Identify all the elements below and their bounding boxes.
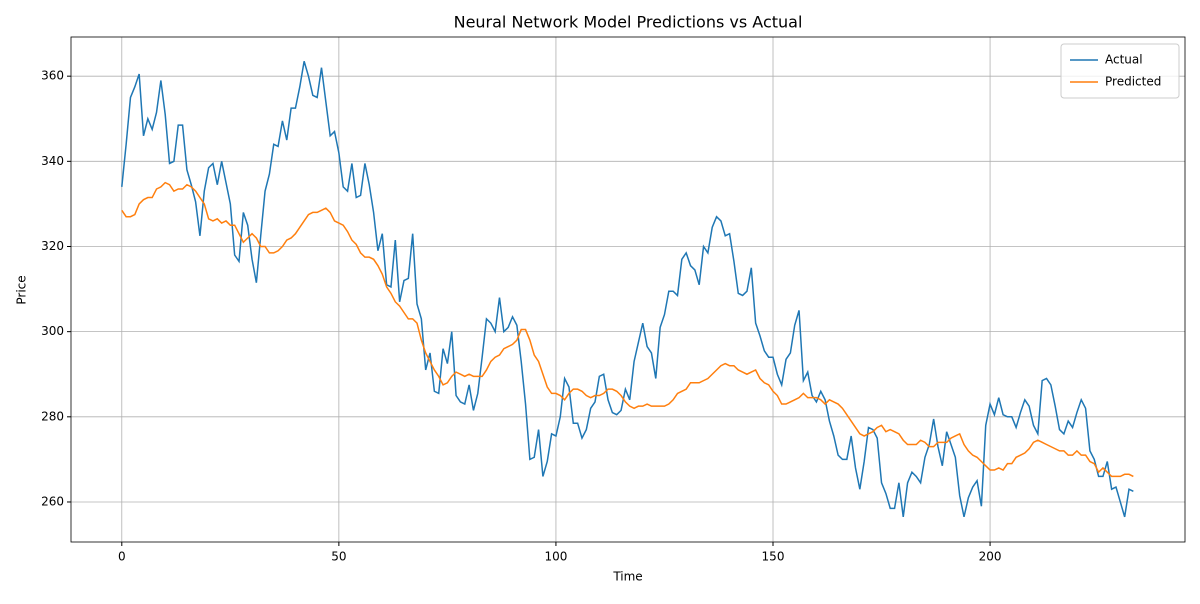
y-tick-label: 280 [41,409,64,423]
y-axis-label: Price [15,275,29,304]
x-tick-label: 150 [762,550,785,564]
plot-frame [70,36,1186,543]
y-tick-label: 360 [41,69,64,83]
chart-title: Neural Network Model Predictions vs Actu… [454,13,803,32]
data-line [121,61,1134,518]
x-axis-label: Time [612,570,642,584]
y-tick-label: 300 [41,324,64,338]
x-tick-label: 0 [118,550,126,564]
y-tick-label: 260 [41,494,64,508]
legend-label: Predicted [1105,75,1161,89]
y-tick-label: 320 [41,239,64,253]
legend-box [1060,43,1180,99]
y-tick-label: 340 [41,154,64,168]
legend-label: Actual [1105,53,1143,67]
x-tick-label: 200 [979,550,1002,564]
x-tick-label: 100 [544,550,567,564]
x-tick-label: 50 [331,550,346,564]
data-line [121,181,1134,478]
